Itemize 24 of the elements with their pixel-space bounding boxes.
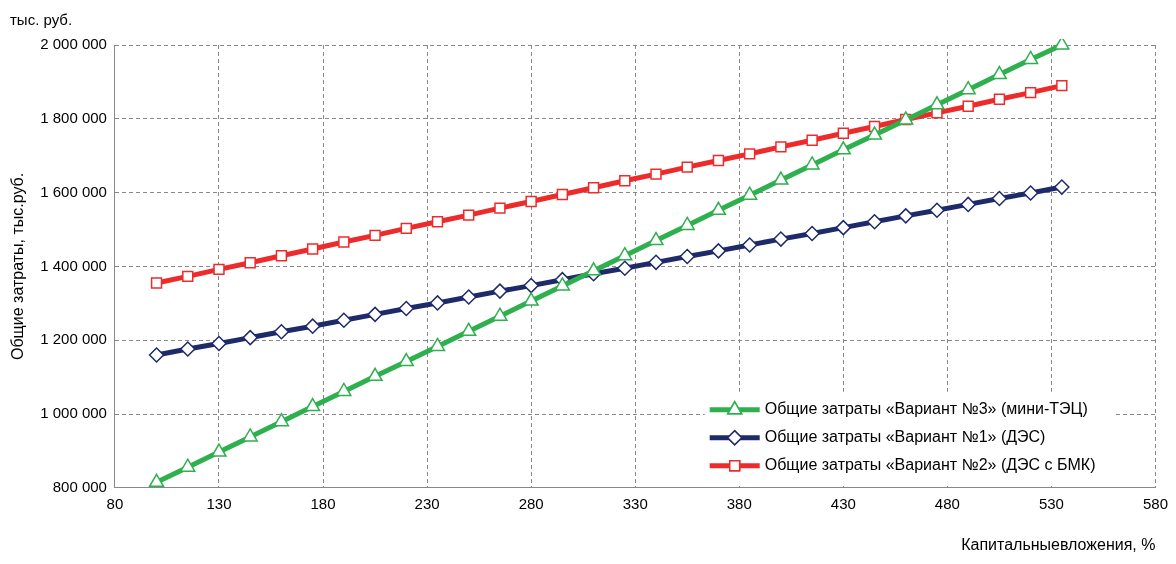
x-tick-label: 530 [1038,494,1064,512]
y-tick-label: 1 600 000 [40,182,107,200]
y-tick-label: 1 000 000 [40,404,107,422]
x-tick-label: 380 [726,494,752,512]
y-tick-label: 1 800 000 [40,108,107,126]
y-tick-label: 800 000 [52,477,107,495]
x-tick-label: 80 [106,494,124,512]
x-tick-label: 480 [934,494,960,512]
text: тыс. руб. [10,11,73,28]
x-tick-label: 580 [1142,494,1168,512]
legend-label: Общие затраты «Вариант №2» (ДЭС с БМК) [764,456,1096,474]
x-tick-label: 430 [830,494,856,512]
y-tick-label: 2 000 000 [40,35,107,53]
legend-label: Общие затраты «Вариант №3» (мини-ТЭЦ) [764,400,1088,418]
legend-label: Общие затраты «Вариант №1» (ДЭС) [764,428,1046,446]
y-axis-title: Общие затраты, тыс.руб. [9,172,27,361]
y-tick-label: 1 200 000 [40,330,107,348]
x-tick-label: 280 [518,494,544,512]
x-tick-label: 130 [206,494,232,512]
x-tick-label: 230 [414,494,440,512]
y-tick-label: 1 400 000 [40,256,107,274]
x-axis-title: Капитальныевложения, % [961,535,1156,553]
x-tick-label: 180 [310,494,336,512]
x-tick-label: 330 [622,494,648,512]
